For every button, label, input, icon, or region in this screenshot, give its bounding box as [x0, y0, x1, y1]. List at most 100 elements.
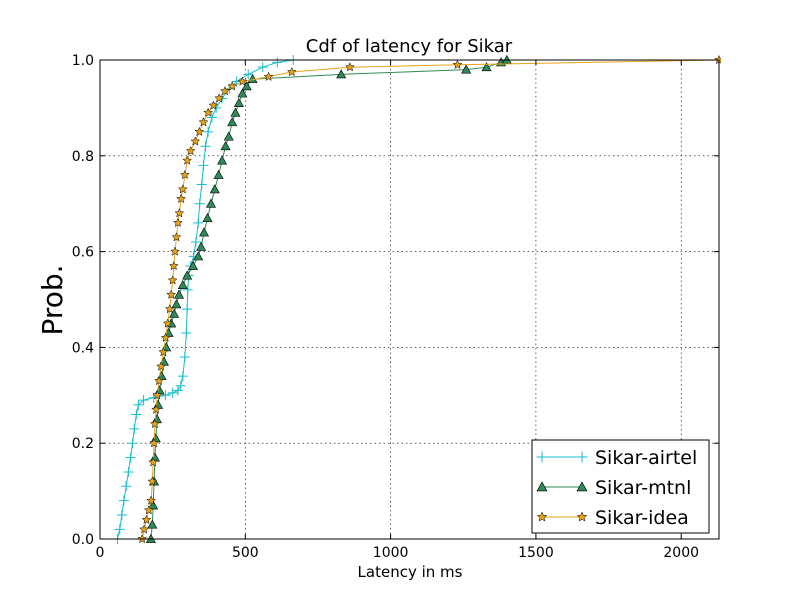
data-point-sikar-idea: [150, 418, 160, 429]
data-point-sikar-airtel: [118, 495, 129, 506]
series-sikar-idea: [137, 54, 721, 544]
legend-label-sikar-airtel: Sikar-airtel: [595, 447, 697, 469]
y-tick-label: 0.8: [72, 149, 94, 165]
x-tick-label: 2000: [663, 545, 699, 561]
data-point-sikar-mtnl: [177, 280, 188, 290]
data-point-sikar-idea: [172, 217, 183, 228]
data-point-sikar-airtel: [133, 399, 144, 410]
data-point-sikar-idea: [263, 71, 274, 81]
data-point-sikar-airtel: [175, 380, 186, 391]
legend-label-sikar-idea: Sikar-idea: [595, 507, 689, 529]
data-point-sikar-airtel: [179, 351, 190, 362]
data-point-sikar-mtnl: [247, 74, 258, 84]
data-point-sikar-mtnl: [171, 299, 182, 309]
data-point-sikar-idea: [452, 59, 463, 69]
data-point-sikar-mtnl: [202, 212, 213, 222]
data-point-sikar-idea: [237, 76, 248, 86]
data-point-sikar-idea: [154, 375, 164, 386]
legend: Sikar-airtel Sikar-mtnl Sikar-idea: [531, 439, 710, 534]
data-point-sikar-airtel: [131, 409, 142, 420]
y-axis-label: Prob.: [36, 264, 69, 335]
data-point-sikar-airtel: [257, 62, 268, 73]
data-point-sikar-airtel: [198, 160, 209, 171]
data-point-sikar-airtel: [123, 466, 134, 477]
data-point-sikar-mtnl: [209, 184, 220, 194]
legend-marker-sikar-idea: [536, 511, 548, 522]
data-point-sikar-idea: [164, 303, 175, 314]
legend-marker-sikar-idea: [576, 511, 588, 522]
legend-marker-sikar-airtel: [536, 451, 548, 463]
data-point-sikar-airtel: [114, 524, 125, 535]
data-point-sikar-idea: [176, 193, 186, 204]
data-point-sikar-mtnl: [147, 519, 158, 529]
data-point-sikar-idea: [203, 107, 214, 117]
data-point-sikar-airtel: [182, 284, 193, 295]
data-point-sikar-idea: [146, 495, 157, 505]
data-point-sikar-idea: [147, 476, 158, 486]
data-point-sikar-idea: [168, 260, 179, 271]
data-point-sikar-mtnl: [481, 62, 492, 72]
data-point-sikar-idea: [149, 438, 159, 448]
legend-marker-sikar-mtnl: [576, 481, 588, 492]
data-point-sikar-airtel: [206, 112, 217, 123]
data-point-sikar-idea: [227, 81, 238, 91]
data-point-sikar-idea: [143, 505, 154, 515]
data-point-sikar-idea: [170, 246, 180, 256]
data-point-sikar-airtel: [116, 510, 127, 521]
data-point-sikar-mtnl: [193, 251, 204, 261]
data-point-sikar-idea: [174, 208, 185, 218]
data-point-sikar-mtnl: [182, 270, 193, 280]
series-group: [112, 54, 721, 544]
data-point-sikar-mtnl: [461, 64, 472, 74]
data-point-sikar-mtnl: [199, 227, 210, 237]
legend-marker-sikar-airtel: [576, 451, 588, 463]
data-point-sikar-idea: [148, 457, 159, 467]
data-point-sikar-idea: [139, 524, 150, 534]
data-point-sikar-idea: [182, 155, 193, 165]
data-point-sikar-mtnl: [241, 81, 252, 91]
data-point-sikar-airtel: [138, 395, 149, 406]
data-point-sikar-mtnl: [213, 169, 224, 179]
data-point-sikar-airtel: [182, 304, 193, 315]
data-point-sikar-idea: [220, 85, 230, 96]
data-point-sikar-idea: [286, 66, 297, 77]
data-point-sikar-idea: [141, 514, 152, 525]
data-point-sikar-idea: [151, 404, 161, 414]
data-point-sikar-mtnl: [187, 260, 199, 270]
data-point-sikar-idea: [158, 347, 169, 357]
y-tick-label: 0.6: [72, 245, 94, 261]
data-point-sikar-airtel: [193, 217, 204, 228]
data-point-sikar-airtel: [181, 328, 192, 339]
data-point-sikar-airtel: [177, 371, 188, 382]
y-tick-label: 0.4: [72, 340, 94, 356]
data-point-sikar-airtel: [121, 481, 132, 492]
data-point-sikar-mtnl: [220, 141, 231, 151]
data-point-sikar-idea: [179, 169, 190, 180]
data-point-sikar-airtel: [127, 438, 138, 449]
data-point-sikar-mtnl: [196, 241, 207, 251]
data-point-sikar-mtnl: [336, 69, 347, 79]
data-point-sikar-airtel: [196, 179, 207, 190]
x-tick-label: 1500: [518, 545, 554, 561]
data-point-sikar-mtnl: [223, 131, 234, 141]
data-point-sikar-idea: [185, 145, 196, 156]
x-tick-label: 0: [96, 545, 105, 561]
series-clipped: [112, 54, 721, 544]
data-point-sikar-idea: [345, 62, 355, 72]
data-point-sikar-airtel: [125, 452, 136, 463]
data-point-sikar-airtel: [160, 390, 171, 401]
data-point-sikar-airtel: [194, 198, 205, 209]
y-tick-label: 1.0: [72, 53, 94, 69]
data-point-sikar-idea: [152, 390, 163, 400]
data-point-sikar-mtnl: [174, 289, 185, 299]
data-point-sikar-mtnl: [206, 198, 217, 208]
legend-marker-sikar-mtnl: [536, 481, 548, 492]
data-point-sikar-idea: [214, 93, 225, 103]
data-point-sikar-idea: [208, 100, 219, 110]
plot-frame: [99, 59, 720, 540]
data-point-sikar-airtel: [200, 141, 211, 152]
data-point-sikar-idea: [190, 136, 201, 146]
data-point-sikar-idea: [177, 184, 188, 194]
y-tick-label: 0.2: [72, 436, 94, 452]
legend-label-sikar-mtnl: Sikar-mtnl: [595, 477, 691, 499]
